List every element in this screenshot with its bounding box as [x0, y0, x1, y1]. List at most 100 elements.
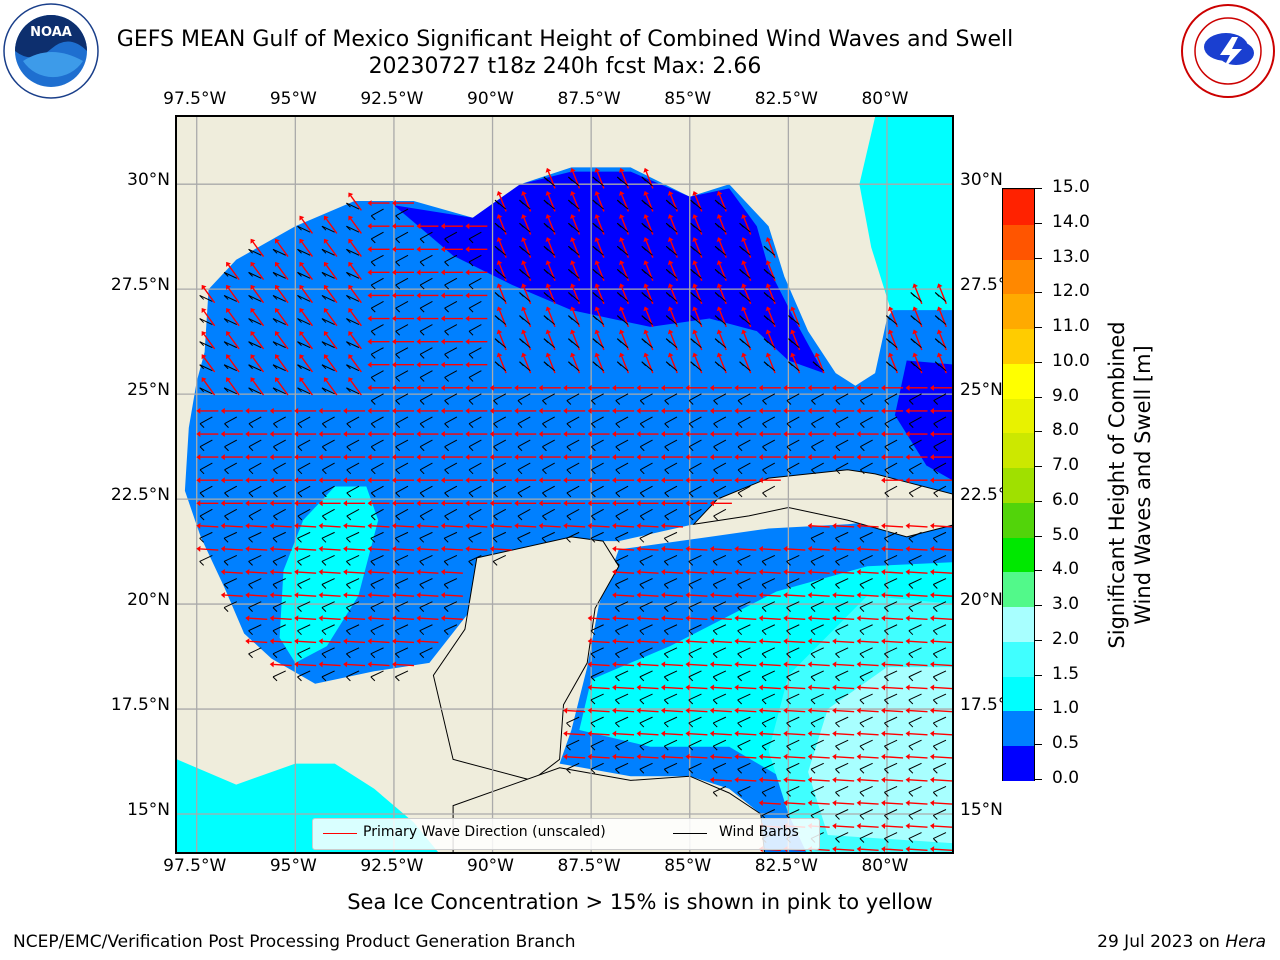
- wind-barb-tick: [419, 353, 425, 359]
- wind-barb: [835, 647, 849, 655]
- wave-arrow-head: [489, 384, 494, 391]
- wind-barb: [737, 647, 751, 655]
- wave-arrow-head: [758, 615, 764, 622]
- wave-arrow: [664, 709, 684, 713]
- wind-barb: [908, 809, 922, 816]
- wind-barb: [761, 716, 776, 724]
- wave-arrow-head: [416, 384, 421, 391]
- wave-arrow: [933, 640, 952, 644]
- wind-barb: [395, 416, 409, 425]
- wind-barb-tick: [688, 584, 694, 589]
- colorbar-segment: [1003, 710, 1034, 747]
- wave-arrow-head: [905, 799, 910, 806]
- wind-barb-tick: [932, 653, 938, 659]
- wave-arrow-head: [734, 477, 739, 484]
- wave-arrow: [616, 548, 635, 551]
- wave-arrow-head: [545, 214, 552, 219]
- wind-barb-tick: [859, 722, 865, 728]
- colorbar-tick-mark: [1034, 639, 1042, 641]
- wind-barb-tick: [248, 653, 253, 659]
- wave-arrow: [811, 686, 830, 690]
- wind-barb-tick: [543, 292, 549, 297]
- wind-barb-tick: [616, 361, 622, 367]
- wave-arrow: [273, 617, 292, 621]
- wave-arrow-head: [758, 592, 764, 599]
- wind-barb-tick: [786, 722, 791, 728]
- wave-arrow-head: [912, 329, 919, 335]
- wave-arrow-head: [563, 707, 568, 714]
- wave-arrow-head: [612, 753, 617, 760]
- wind-barb: [517, 416, 531, 425]
- wind-barb: [468, 555, 482, 562]
- wind-barb: [933, 462, 947, 471]
- wind-barb: [419, 647, 433, 655]
- wave-arrow-head: [667, 237, 674, 243]
- wind-barb: [786, 393, 800, 401]
- wave-arrow-head: [667, 260, 674, 266]
- wave-arrow-head: [587, 707, 592, 714]
- wave-arrow-head: [465, 477, 470, 484]
- wave-arrow-head: [734, 407, 739, 414]
- wind-barb: [688, 647, 702, 655]
- wave-arrow: [227, 287, 240, 304]
- wave-arrow-head: [294, 615, 299, 622]
- wind-barb-tick: [810, 607, 816, 612]
- wind-barb-tick: [346, 318, 351, 323]
- wave-arrow-head: [220, 407, 225, 414]
- wave-arrow-head: [391, 269, 396, 276]
- wind-barb: [272, 624, 286, 632]
- wave-arrow-head: [496, 352, 503, 358]
- wave-arrow: [249, 525, 268, 528]
- colorbar-tick-label: 6.0: [1052, 489, 1080, 510]
- wave-arrow-head: [807, 431, 812, 438]
- wave-arrow-head: [220, 431, 225, 438]
- wave-arrow-head: [643, 352, 650, 358]
- wind-barb-tick: [712, 745, 718, 751]
- wave-arrow-head: [323, 308, 329, 314]
- wave-arrow-head: [440, 246, 445, 253]
- wind-barb-tick: [639, 607, 645, 612]
- wind-barb: [493, 508, 507, 517]
- wave-arrow-head: [391, 292, 396, 299]
- wave-arrow: [301, 287, 314, 304]
- wave-arrow-head: [783, 431, 788, 438]
- wave-arrow-head: [440, 269, 445, 276]
- wave-arrow: [276, 333, 289, 350]
- wave-arrow: [591, 663, 610, 667]
- wave-arrow: [252, 333, 265, 350]
- wave-arrow-head: [245, 454, 250, 461]
- wave-arrow: [301, 380, 314, 396]
- wave-arrow-head: [343, 477, 348, 484]
- wind-barb-tick: [566, 537, 571, 543]
- wave-arrow: [885, 525, 904, 528]
- wind-barb: [835, 531, 849, 539]
- wind-barb: [199, 462, 213, 471]
- wind-barb: [786, 670, 800, 678]
- wind-barb: [395, 531, 409, 539]
- wave-arrow: [909, 779, 928, 782]
- wave-arrow-head: [832, 384, 837, 391]
- wave-arrow-head: [618, 260, 625, 266]
- wave-arrow-head: [514, 477, 519, 484]
- wave-arrow-head: [790, 352, 796, 358]
- wind-barb: [591, 462, 604, 471]
- wave-arrow-head: [856, 407, 861, 414]
- wind-barb: [224, 485, 238, 494]
- wave-arrow-head: [832, 823, 837, 830]
- wave-arrow-head: [807, 615, 812, 622]
- wind-barb: [297, 624, 311, 632]
- wave-arrow-head: [391, 500, 396, 507]
- lon-label-top: 97.5°W: [163, 89, 227, 109]
- wave-arrow: [227, 310, 240, 327]
- wave-arrow-head: [734, 684, 739, 691]
- wind-barb-tick: [321, 492, 327, 498]
- wind-barb-tick: [494, 222, 500, 228]
- wind-barb: [297, 531, 311, 539]
- wind-barb-tick: [224, 469, 229, 475]
- wind-barb: [664, 762, 678, 770]
- wave-arrow: [836, 594, 855, 597]
- wind-barb-tick: [419, 584, 425, 589]
- wind-barb-tick: [444, 353, 449, 359]
- wave-arrow-head: [348, 331, 354, 337]
- wind-barb-tick: [321, 584, 327, 589]
